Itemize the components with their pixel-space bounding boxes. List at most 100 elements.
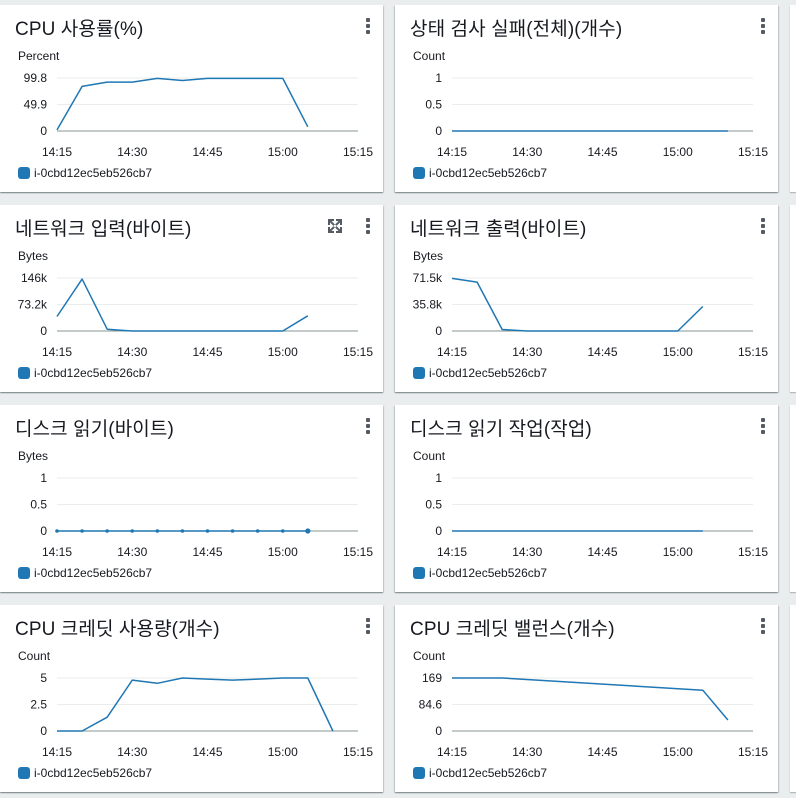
vertical-ellipsis-icon[interactable] [760, 218, 766, 234]
legend[interactable]: i-0cbd12ec5eb526cb7 [413, 766, 547, 780]
y-tick-label: 0 [40, 324, 47, 338]
chart-plot: 5 2.5 0 14:15 14:30 14:45 15:00 15:15 [30, 671, 373, 759]
y-tick-label: 169 [422, 671, 442, 685]
legend[interactable]: i-0cbd12ec5eb526cb7 [18, 366, 152, 380]
data-point [180, 529, 185, 533]
chart-plot: 1 0.5 0 14:15 14:30 14:45 15:00 15:15 [425, 71, 768, 159]
legend-swatch [413, 567, 425, 579]
legend-swatch [18, 767, 30, 779]
legend[interactable]: i-0cbd12ec5eb526cb7 [413, 366, 547, 380]
x-tick-label: 14:45 [192, 145, 222, 159]
panel-edge [790, 5, 796, 192]
widget-title: 디스크 읽기 작업(작업) [410, 419, 592, 440]
legend-swatch [18, 367, 30, 379]
y-tick-label: 73.2k [18, 298, 48, 312]
legend-swatch [413, 167, 425, 179]
vertical-ellipsis-icon[interactable] [760, 618, 766, 634]
series-line [451, 277, 704, 332]
x-tick-label: 14:30 [512, 145, 542, 159]
x-tick-label: 14:45 [587, 145, 617, 159]
y-tick-label: 35.8k [413, 298, 443, 312]
widget-title: 네트워크 입력(바이트) [15, 219, 192, 240]
x-tick-label: 15:00 [663, 545, 693, 559]
series-line [57, 677, 334, 732]
data-point [105, 529, 109, 533]
x-tick-label: 14:45 [587, 745, 617, 759]
x-tick-label: 14:30 [512, 745, 542, 759]
vertical-ellipsis-icon[interactable] [760, 418, 766, 434]
y-tick-label: 1 [40, 471, 47, 485]
y-tick-label: 1 [435, 71, 442, 85]
y-tick-label: 0 [40, 524, 47, 538]
y-axis-unit: Count [18, 649, 51, 663]
chart-plot: 1 0.5 0 14:15 14:30 14:45 15:00 15:15 [425, 471, 768, 559]
legend[interactable]: i-0cbd12ec5eb526cb7 [413, 566, 547, 580]
x-tick-label: 14:15 [42, 145, 72, 159]
x-tick-label: 14:15 [437, 745, 467, 759]
x-tick-label: 15:00 [663, 745, 693, 759]
x-tick-label: 15:00 [268, 745, 298, 759]
widget-title: 디스크 읽기(바이트) [15, 419, 174, 440]
legend-label: i-0cbd12ec5eb526cb7 [34, 766, 153, 780]
legend-label: i-0cbd12ec5eb526cb7 [429, 766, 548, 780]
y-tick-label: 146k [21, 271, 48, 285]
widget-title: CPU 크레딧 밸런스(개수) [410, 619, 615, 640]
y-tick-label: 0 [435, 124, 442, 138]
vertical-ellipsis-icon[interactable] [365, 218, 371, 234]
widget-cpu-credit-balance: CPU 크레딧 밸런스(개수) Count 169 84.6 0 14:15 14:30… [395, 605, 778, 792]
y-tick-label: 0 [435, 324, 442, 338]
y-tick-label: 5 [40, 671, 47, 685]
x-tick-label: 14:15 [437, 345, 467, 359]
vertical-ellipsis-icon[interactable] [365, 18, 371, 34]
x-tick-label: 15:00 [663, 345, 693, 359]
legend-label: i-0cbd12ec5eb526cb7 [429, 366, 548, 380]
panel-edge [790, 605, 796, 792]
legend[interactable]: i-0cbd12ec5eb526cb7 [413, 166, 547, 180]
x-tick-label: 15:15 [343, 545, 373, 559]
legend[interactable]: i-0cbd12ec5eb526cb7 [18, 766, 152, 780]
y-axis-unit: Bytes [18, 449, 49, 463]
x-tick-label: 14:45 [587, 345, 617, 359]
y-tick-label: 84.6 [419, 698, 443, 712]
x-tick-label: 14:15 [42, 345, 72, 359]
x-tick-label: 15:00 [663, 145, 693, 159]
x-tick-label: 15:15 [738, 545, 768, 559]
series-line [452, 677, 729, 721]
y-tick-label: 0.5 [425, 498, 442, 512]
legend-swatch [18, 167, 30, 179]
data-point [305, 528, 311, 534]
x-tick-label: 14:45 [192, 545, 222, 559]
widget-disk-read-bytes: 디스크 읽기(바이트) Bytes 1 0.5 0 14:15 14:30 14:45 15… [0, 405, 383, 592]
y-axis-unit: Count [413, 449, 446, 463]
x-tick-label: 14:15 [437, 145, 467, 159]
data-point [280, 529, 285, 533]
data-point [205, 529, 210, 533]
y-axis-unit: Bytes [18, 249, 49, 263]
y-tick-label: 2.5 [30, 698, 47, 712]
x-tick-label: 15:15 [738, 745, 768, 759]
data-point [255, 529, 260, 533]
vertical-ellipsis-icon[interactable] [760, 18, 766, 34]
y-axis-unit: Bytes [413, 249, 444, 263]
legend[interactable]: i-0cbd12ec5eb526cb7 [18, 166, 152, 180]
expand-arrows-icon[interactable] [327, 218, 343, 234]
widget-title: 상태 검사 실패(전체)(개수) [410, 19, 623, 40]
y-tick-label: 0 [435, 724, 442, 738]
data-point [155, 529, 160, 533]
widget-disk-read-ops: 디스크 읽기 작업(작업) Count 1 0.5 0 14:15 14:30 14:45… [395, 405, 778, 592]
x-tick-label: 14:30 [117, 345, 147, 359]
y-tick-label: 71.5k [413, 271, 443, 285]
panel-edge [790, 405, 796, 592]
y-tick-label: 0.5 [425, 98, 442, 112]
x-tick-label: 14:30 [512, 545, 542, 559]
vertical-ellipsis-icon[interactable] [365, 418, 371, 434]
y-tick-label: 1 [435, 471, 442, 485]
vertical-ellipsis-icon[interactable] [365, 618, 371, 634]
widget-title: 네트워크 출력(바이트) [410, 219, 587, 240]
x-tick-label: 14:30 [117, 745, 147, 759]
legend[interactable]: i-0cbd12ec5eb526cb7 [18, 566, 152, 580]
widget-network-out: 네트워크 출력(바이트) Bytes 71.5k 35.8k 0 14:15 14:30… [395, 205, 778, 392]
x-tick-label: 15:00 [268, 345, 298, 359]
x-tick-label: 15:15 [343, 345, 373, 359]
x-tick-label: 15:15 [738, 145, 768, 159]
